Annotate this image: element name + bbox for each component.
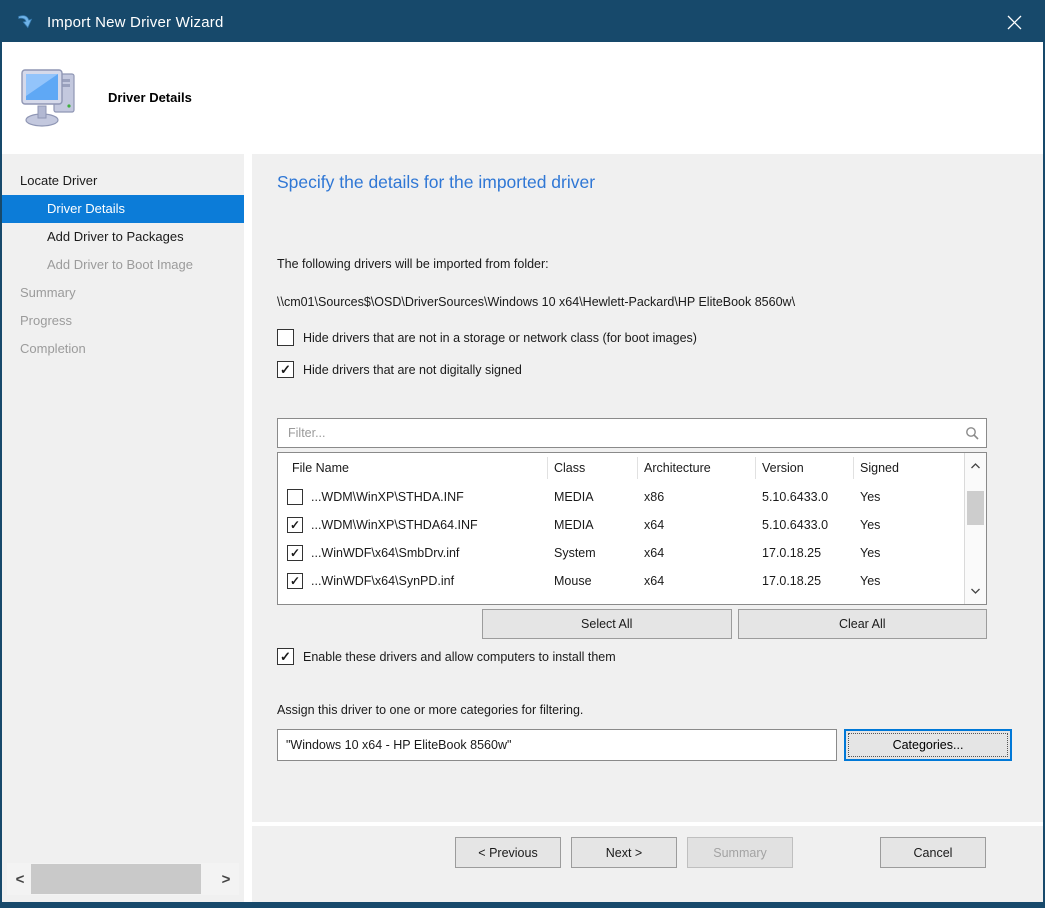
cell-file-name: ...WinWDF\x64\SynPD.inf bbox=[311, 574, 455, 588]
hide-unsigned-row[interactable]: Hide drivers that are not digitally sign… bbox=[277, 361, 522, 378]
sidebar-item-summary: Summary bbox=[20, 285, 76, 300]
cell-arch: x64 bbox=[644, 518, 665, 532]
enable-drivers-label: Enable these drivers and allow computers… bbox=[303, 649, 616, 664]
cell-signed: Yes bbox=[860, 546, 881, 560]
table-vertical-scrollbar[interactable] bbox=[964, 453, 986, 604]
row-checkbox[interactable] bbox=[287, 489, 303, 505]
footer-divider bbox=[252, 822, 1043, 826]
row-checkbox[interactable] bbox=[287, 573, 303, 589]
cell-version: 5.10.6433.0 bbox=[762, 518, 829, 532]
previous-button[interactable]: < Previous bbox=[455, 837, 561, 868]
cell-signed: Yes bbox=[860, 518, 881, 532]
scrollbar-thumb[interactable] bbox=[967, 491, 984, 525]
cell-class: MEDIA bbox=[554, 490, 594, 504]
cancel-button[interactable]: Cancel bbox=[880, 837, 986, 868]
cell-signed: Yes bbox=[860, 490, 881, 504]
scroll-left-icon[interactable]: < bbox=[15, 870, 25, 888]
cell-version: 5.10.6433.0 bbox=[762, 490, 829, 504]
table-row[interactable]: ...WDM\WinXP\STHDA.INF MEDIA x86 5.10.64… bbox=[278, 483, 986, 511]
filter-input[interactable] bbox=[278, 426, 958, 440]
column-header-class[interactable]: Class bbox=[548, 457, 638, 479]
search-icon bbox=[958, 426, 986, 441]
hide-unsigned-checkbox[interactable] bbox=[277, 361, 294, 378]
cell-file-name: ...WDM\WinXP\STHDA64.INF bbox=[311, 518, 478, 532]
cell-arch: x64 bbox=[644, 574, 665, 588]
scroll-up-icon[interactable] bbox=[965, 455, 986, 477]
cell-class: MEDIA bbox=[554, 518, 594, 532]
select-all-button[interactable]: Select All bbox=[482, 609, 732, 639]
hide-unsigned-label: Hide drivers that are not digitally sign… bbox=[303, 362, 522, 377]
scrollbar-thumb[interactable] bbox=[31, 864, 201, 894]
categories-field[interactable] bbox=[277, 729, 837, 761]
scroll-right-icon[interactable]: > bbox=[221, 870, 231, 888]
sidebar-item-locate-driver[interactable]: Locate Driver bbox=[20, 173, 98, 188]
cell-class: Mouse bbox=[554, 574, 592, 588]
computer-icon bbox=[21, 69, 75, 127]
row-checkbox[interactable] bbox=[287, 517, 303, 533]
window-title: Import New Driver Wizard bbox=[47, 13, 224, 31]
table-row[interactable]: ...WDM\WinXP\STHDA64.INF MEDIA x64 5.10.… bbox=[278, 511, 986, 539]
table-row[interactable]: ...WinWDF\x64\SynPD.inf Mouse x64 17.0.1… bbox=[278, 567, 986, 595]
cell-class: System bbox=[554, 546, 596, 560]
folder-path: \\cm01\Sources$\OSD\DriverSources\Window… bbox=[277, 295, 796, 309]
column-header-version[interactable]: Version bbox=[756, 457, 854, 479]
hide-storage-network-label: Hide drivers that are not in a storage o… bbox=[303, 330, 697, 345]
table-row[interactable]: ...WinWDF\x64\SmbDrv.inf System x64 17.0… bbox=[278, 539, 986, 567]
enable-drivers-row[interactable]: Enable these drivers and allow computers… bbox=[277, 648, 616, 665]
cell-file-name: ...WinWDF\x64\SmbDrv.inf bbox=[311, 546, 460, 560]
wizard-header: Driver Details bbox=[2, 42, 1043, 154]
close-icon bbox=[1007, 15, 1021, 29]
sidebar-item-driver-details[interactable]: Driver Details bbox=[2, 195, 244, 223]
row-checkbox[interactable] bbox=[287, 545, 303, 561]
page-heading: Specify the details for the imported dri… bbox=[277, 172, 596, 192]
column-header-file-name[interactable]: File Name bbox=[278, 457, 548, 479]
cell-arch: x86 bbox=[644, 490, 665, 504]
assign-categories-text: Assign this driver to one or more catego… bbox=[277, 703, 584, 717]
sidebar-item-add-driver-to-packages[interactable]: Add Driver to Packages bbox=[47, 229, 184, 244]
column-header-architecture[interactable]: Architecture bbox=[638, 457, 756, 479]
main-panel: Specify the details for the imported dri… bbox=[252, 154, 1043, 902]
cell-file-name: ...WDM\WinXP\STHDA.INF bbox=[311, 490, 464, 504]
clear-all-button[interactable]: Clear All bbox=[737, 609, 987, 639]
table-header: File Name Class Architecture Version Sig… bbox=[278, 453, 986, 483]
summary-button: Summary bbox=[687, 837, 793, 868]
title-bar[interactable]: Import New Driver Wizard bbox=[2, 2, 1043, 42]
cell-version: 17.0.18.25 bbox=[762, 546, 822, 560]
selection-buttons-row: Select All Clear All bbox=[482, 609, 987, 639]
page-title: Driver Details bbox=[108, 90, 192, 105]
column-header-signed[interactable]: Signed bbox=[854, 457, 966, 479]
enable-drivers-checkbox[interactable] bbox=[277, 648, 294, 665]
cell-version: 17.0.18.25 bbox=[762, 574, 822, 588]
driver-table: File Name Class Architecture Version Sig… bbox=[277, 452, 987, 605]
cell-signed: Yes bbox=[860, 574, 881, 588]
hide-storage-network-row[interactable]: Hide drivers that are not in a storage o… bbox=[277, 329, 697, 346]
cell-arch: x64 bbox=[644, 546, 665, 560]
sidebar-horizontal-scrollbar[interactable]: < > bbox=[7, 863, 239, 895]
sidebar-item-completion: Completion bbox=[20, 341, 86, 356]
categories-button[interactable]: Categories... bbox=[844, 729, 1012, 761]
sidebar-item-progress: Progress bbox=[20, 313, 73, 328]
sidebar-divider bbox=[244, 154, 252, 902]
hide-storage-network-checkbox[interactable] bbox=[277, 329, 294, 346]
sidebar-item-add-driver-to-boot-image: Add Driver to Boot Image bbox=[47, 257, 193, 272]
close-button[interactable] bbox=[985, 2, 1043, 42]
scroll-down-icon[interactable] bbox=[965, 580, 986, 602]
next-button[interactable]: Next > bbox=[571, 837, 677, 868]
intro-text: The following drivers will be imported f… bbox=[277, 257, 549, 271]
wizard-steps-sidebar: Locate Driver Driver Details Add Driver … bbox=[2, 154, 244, 902]
filter-box bbox=[277, 418, 987, 448]
import-arrow-icon bbox=[18, 15, 33, 29]
